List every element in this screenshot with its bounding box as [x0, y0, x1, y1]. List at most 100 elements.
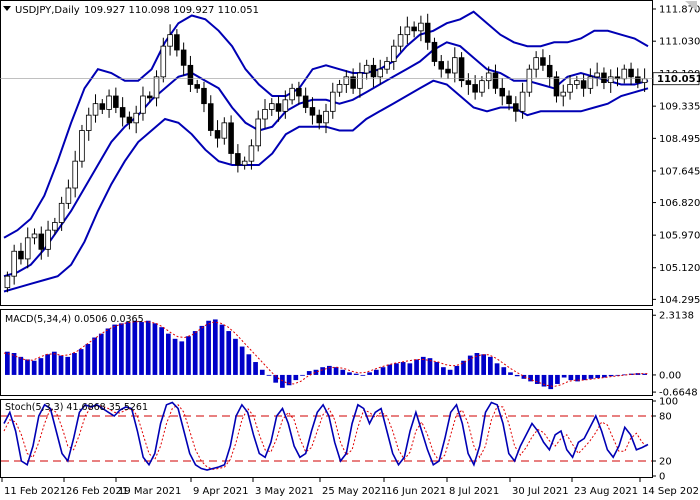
candle — [587, 68, 594, 94]
candle-body — [458, 57, 465, 82]
candle — [519, 82, 526, 119]
macd-bar — [521, 374, 527, 379]
corner-arrow-icon[interactable] — [685, 1, 697, 11]
candle — [85, 107, 92, 141]
stoch-tick-label: 100 — [659, 397, 678, 408]
candle — [316, 109, 322, 130]
macd-bar — [420, 356, 426, 375]
macd-bar — [119, 323, 124, 375]
macd-bar — [454, 365, 460, 375]
candle-body — [99, 103, 106, 110]
candle-body — [160, 45, 167, 78]
candle — [160, 37, 167, 83]
macd-bar — [373, 369, 379, 375]
candle-body — [194, 84, 200, 89]
macd-plot — [3, 319, 648, 390]
candle-body — [228, 122, 234, 154]
macd-bar — [441, 367, 446, 375]
candle — [465, 73, 472, 95]
ohlc-values: 109.927 110.098 109.927 110.051 — [84, 5, 259, 16]
candle-body — [214, 130, 221, 139]
candle-body — [384, 61, 390, 70]
macd-bar — [38, 358, 44, 375]
candle — [574, 76, 580, 90]
stoch-tick-label: 80 — [659, 412, 672, 423]
candle-body — [492, 72, 499, 89]
price-plot — [0, 10, 653, 293]
macd-bar — [514, 374, 520, 377]
candle — [533, 51, 539, 78]
macd-bar — [199, 325, 205, 375]
candle-body — [431, 41, 438, 62]
candle — [180, 42, 187, 76]
candle — [99, 99, 106, 115]
macd-bar — [474, 353, 480, 375]
candle-body — [302, 95, 309, 108]
price-tick-label: 104.295 — [659, 295, 700, 306]
candle — [513, 96, 519, 122]
macd-bar — [481, 354, 486, 375]
bollinger-upper-line — [3, 10, 649, 239]
macd-bar — [407, 363, 413, 375]
candle-body — [180, 49, 187, 66]
stoch-label: Stoch(5,3,3) 41.6868 35.5261 — [5, 402, 148, 413]
candle — [119, 97, 126, 127]
candle — [601, 67, 607, 90]
candle-body — [560, 91, 567, 97]
candle-body — [248, 145, 255, 162]
macd-bar — [112, 324, 118, 375]
candle-body — [546, 64, 553, 78]
macd-tick-label: 2.3138 — [659, 311, 694, 322]
candle-body — [221, 122, 228, 139]
candle-body — [479, 80, 485, 93]
macd-bar — [622, 374, 627, 376]
macd-bar — [212, 319, 218, 375]
macd-bar — [555, 374, 560, 384]
candle-body — [533, 57, 539, 70]
macd-bar — [541, 374, 547, 387]
candle — [153, 70, 160, 107]
candle-body — [201, 87, 207, 105]
macd-bar — [534, 374, 540, 384]
candle-body — [4, 275, 11, 289]
collapse-triangle-icon[interactable] — [3, 6, 11, 11]
candle-body — [207, 103, 214, 131]
candle — [485, 66, 492, 90]
macd-bar — [306, 371, 312, 375]
macd-bar — [31, 360, 37, 375]
candle-body — [92, 103, 99, 116]
candle-body — [553, 76, 560, 97]
date-tick-label: 26 Feb 2021 — [66, 486, 128, 497]
candle-body — [174, 34, 180, 51]
candle-body — [628, 68, 634, 78]
macd-bar — [266, 374, 272, 376]
candle — [194, 79, 200, 93]
candle — [302, 87, 309, 114]
macd-axis: 2.3138 0.00 -0.6648 — [652, 311, 698, 399]
macd-bar — [259, 369, 265, 375]
candle — [445, 60, 451, 79]
macd-panel-frame — [0, 309, 653, 396]
candle-body — [126, 116, 133, 124]
macd-bar — [414, 359, 419, 375]
candle — [167, 24, 173, 56]
candle-body — [106, 95, 112, 110]
candle — [58, 196, 65, 231]
price-tick-label: 109.335 — [659, 102, 700, 113]
candle-body — [567, 84, 573, 93]
macd-bar — [139, 322, 144, 375]
candle-body — [499, 87, 506, 97]
candle-body — [397, 34, 404, 47]
candle-body — [268, 103, 275, 110]
macd-bar — [602, 374, 607, 378]
candle-body — [146, 95, 153, 99]
candle-body — [79, 130, 85, 162]
macd-bar — [595, 374, 601, 379]
candle — [221, 117, 228, 145]
macd-bar — [45, 354, 50, 375]
macd-bar — [226, 331, 232, 375]
macd-bar — [608, 374, 614, 377]
macd-bar — [548, 374, 554, 390]
candle-body — [506, 95, 512, 105]
candle — [553, 71, 560, 103]
